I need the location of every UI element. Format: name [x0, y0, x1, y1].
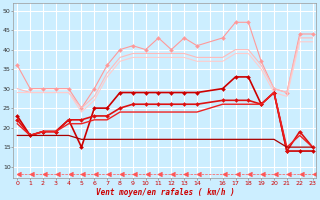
- X-axis label: Vent moyen/en rafales ( km/h ): Vent moyen/en rafales ( km/h ): [96, 188, 234, 197]
